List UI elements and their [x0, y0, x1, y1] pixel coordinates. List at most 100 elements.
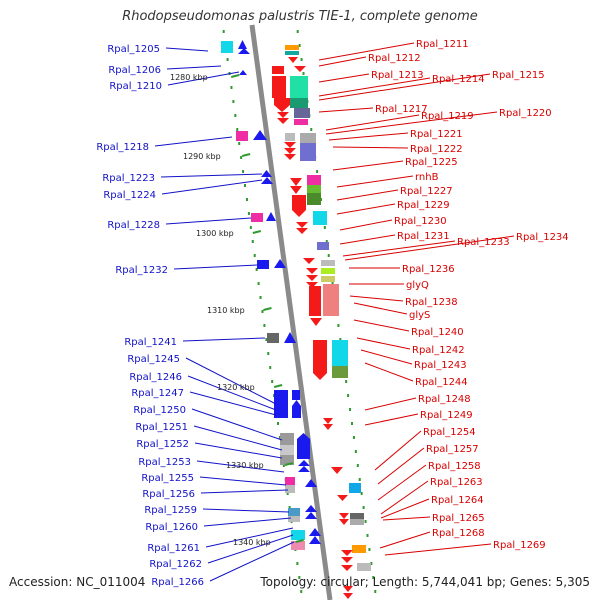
tick-dot — [374, 590, 377, 593]
reverse-gene-arrow — [339, 513, 349, 519]
forward-gene-arrow — [253, 130, 267, 140]
gene-block — [321, 260, 335, 266]
leader-line — [332, 160, 404, 171]
forward-gene-arrow — [305, 512, 317, 519]
gene-label-right: Rpal_1211 — [416, 39, 469, 50]
tick-dot — [370, 562, 373, 565]
gene-label-right: Rpal_1268 — [432, 528, 485, 539]
gene-block — [357, 563, 371, 571]
gene-label-right: Rpal_1258 — [428, 461, 481, 472]
leader-line — [336, 189, 399, 201]
reverse-gene-arrow — [339, 519, 349, 525]
gene-block — [307, 185, 321, 193]
gene-label-left: Rpal_1218 — [96, 142, 149, 153]
leader-line — [384, 543, 492, 556]
topology-text: Topology: circular; Length: 5,744,041 bp… — [260, 575, 590, 589]
gene-label-right: Rpal_1220 — [499, 108, 552, 119]
gene-block — [292, 390, 300, 400]
reverse-gene-arrow — [284, 154, 296, 160]
gene-label-right: Rpal_1231 — [397, 231, 450, 242]
gene-block — [313, 340, 327, 364]
reverse-gene-arrow — [277, 118, 289, 124]
leader-line — [182, 337, 266, 342]
tick-dot — [296, 30, 299, 33]
tick-dot — [345, 380, 348, 383]
leader-line — [202, 508, 290, 513]
gene-label-left: Rpal_1250 — [133, 405, 186, 416]
gene-label-left: Rpal_1206 — [108, 65, 161, 76]
right-gene-labels: Rpal_1211 Rpal_1212 Rpal_1213 Rpal_1214 Rpal… — [368, 39, 569, 551]
tick-dot — [259, 296, 262, 299]
gene-block — [321, 276, 335, 282]
forward-gene-arrow — [239, 70, 247, 75]
gene-label-right: Rpal_1215 — [492, 70, 545, 81]
gene-block — [257, 260, 269, 269]
gene-label-left: Rpal_1223 — [102, 173, 155, 184]
gene-label-left: Rpal_1251 — [135, 422, 188, 433]
scale-tick — [263, 307, 272, 311]
leader-line — [185, 357, 277, 405]
leader-line — [325, 114, 420, 131]
reverse-gene-arrow — [288, 57, 298, 63]
reverse-gene-arrow — [303, 258, 315, 264]
gene-label-right: Rpal_1264 — [431, 495, 484, 506]
gene-block — [267, 333, 279, 343]
gene-block — [294, 119, 308, 125]
leader-line — [318, 42, 415, 61]
gene-label-right: Rpal_1257 — [426, 444, 479, 455]
reverse-gene-arrow — [292, 195, 306, 217]
reverse-gene-arrow — [323, 424, 333, 430]
gene-block — [352, 545, 366, 553]
tick-dot — [249, 226, 252, 229]
leader-line — [374, 430, 422, 471]
tick-dot — [327, 254, 330, 257]
backbone-line — [249, 24, 333, 600]
forward-gene-arrow — [309, 528, 321, 536]
reverse-gene-arrow — [331, 467, 343, 474]
leader-line — [339, 234, 396, 245]
reverse-gene-arrow — [341, 557, 353, 563]
gene-label-right: rnhB — [415, 172, 439, 183]
leader-line — [356, 337, 411, 350]
gene-block — [280, 433, 294, 445]
forward-gene-arrow — [274, 259, 286, 268]
tick-dot — [265, 338, 268, 341]
scale-label: 1330 kbp — [226, 461, 264, 470]
left-label-leaders — [154, 47, 295, 582]
gene-label-right: glyS — [409, 310, 430, 321]
forward-gene-arrow — [261, 177, 273, 184]
leader-line — [318, 56, 367, 67]
forward-gene-arrow — [297, 433, 310, 459]
leader-line — [205, 527, 294, 548]
leader-line — [353, 302, 408, 315]
gene-label-right: Rpal_1222 — [410, 144, 463, 155]
accession-text: Accession: NC_011004 — [9, 575, 146, 589]
leader-line — [336, 175, 414, 188]
tick-dot — [230, 86, 233, 89]
leader-line — [196, 460, 285, 473]
scale-label: 1310 kbp — [207, 306, 245, 315]
gene-label-right: Rpal_1230 — [394, 216, 447, 227]
leader-line — [194, 442, 283, 459]
scale-tick — [230, 74, 240, 78]
reverse-gene-arrow — [343, 593, 353, 599]
leader-line — [189, 391, 277, 416]
reverse-gene-arrow — [306, 268, 318, 274]
gene-label-right: Rpal_1249 — [420, 410, 473, 421]
gene-block — [290, 76, 308, 98]
leader-line — [353, 319, 410, 332]
gene-label-right: Rpal_1263 — [430, 477, 483, 488]
leader-line — [339, 219, 393, 231]
gene-block — [285, 477, 295, 485]
gene-label-left: Rpal_1210 — [109, 81, 162, 92]
tick-dot — [226, 58, 229, 61]
leader-line — [328, 132, 409, 141]
gene-block — [321, 268, 335, 274]
reverse-gene-arrow — [341, 565, 353, 571]
gene-block — [288, 508, 300, 516]
tick-dot — [362, 506, 365, 509]
tick-dot — [253, 254, 256, 257]
gene-label-right: Rpal_1242 — [412, 345, 465, 356]
gene-label-right: Rpal_1243 — [414, 360, 467, 371]
